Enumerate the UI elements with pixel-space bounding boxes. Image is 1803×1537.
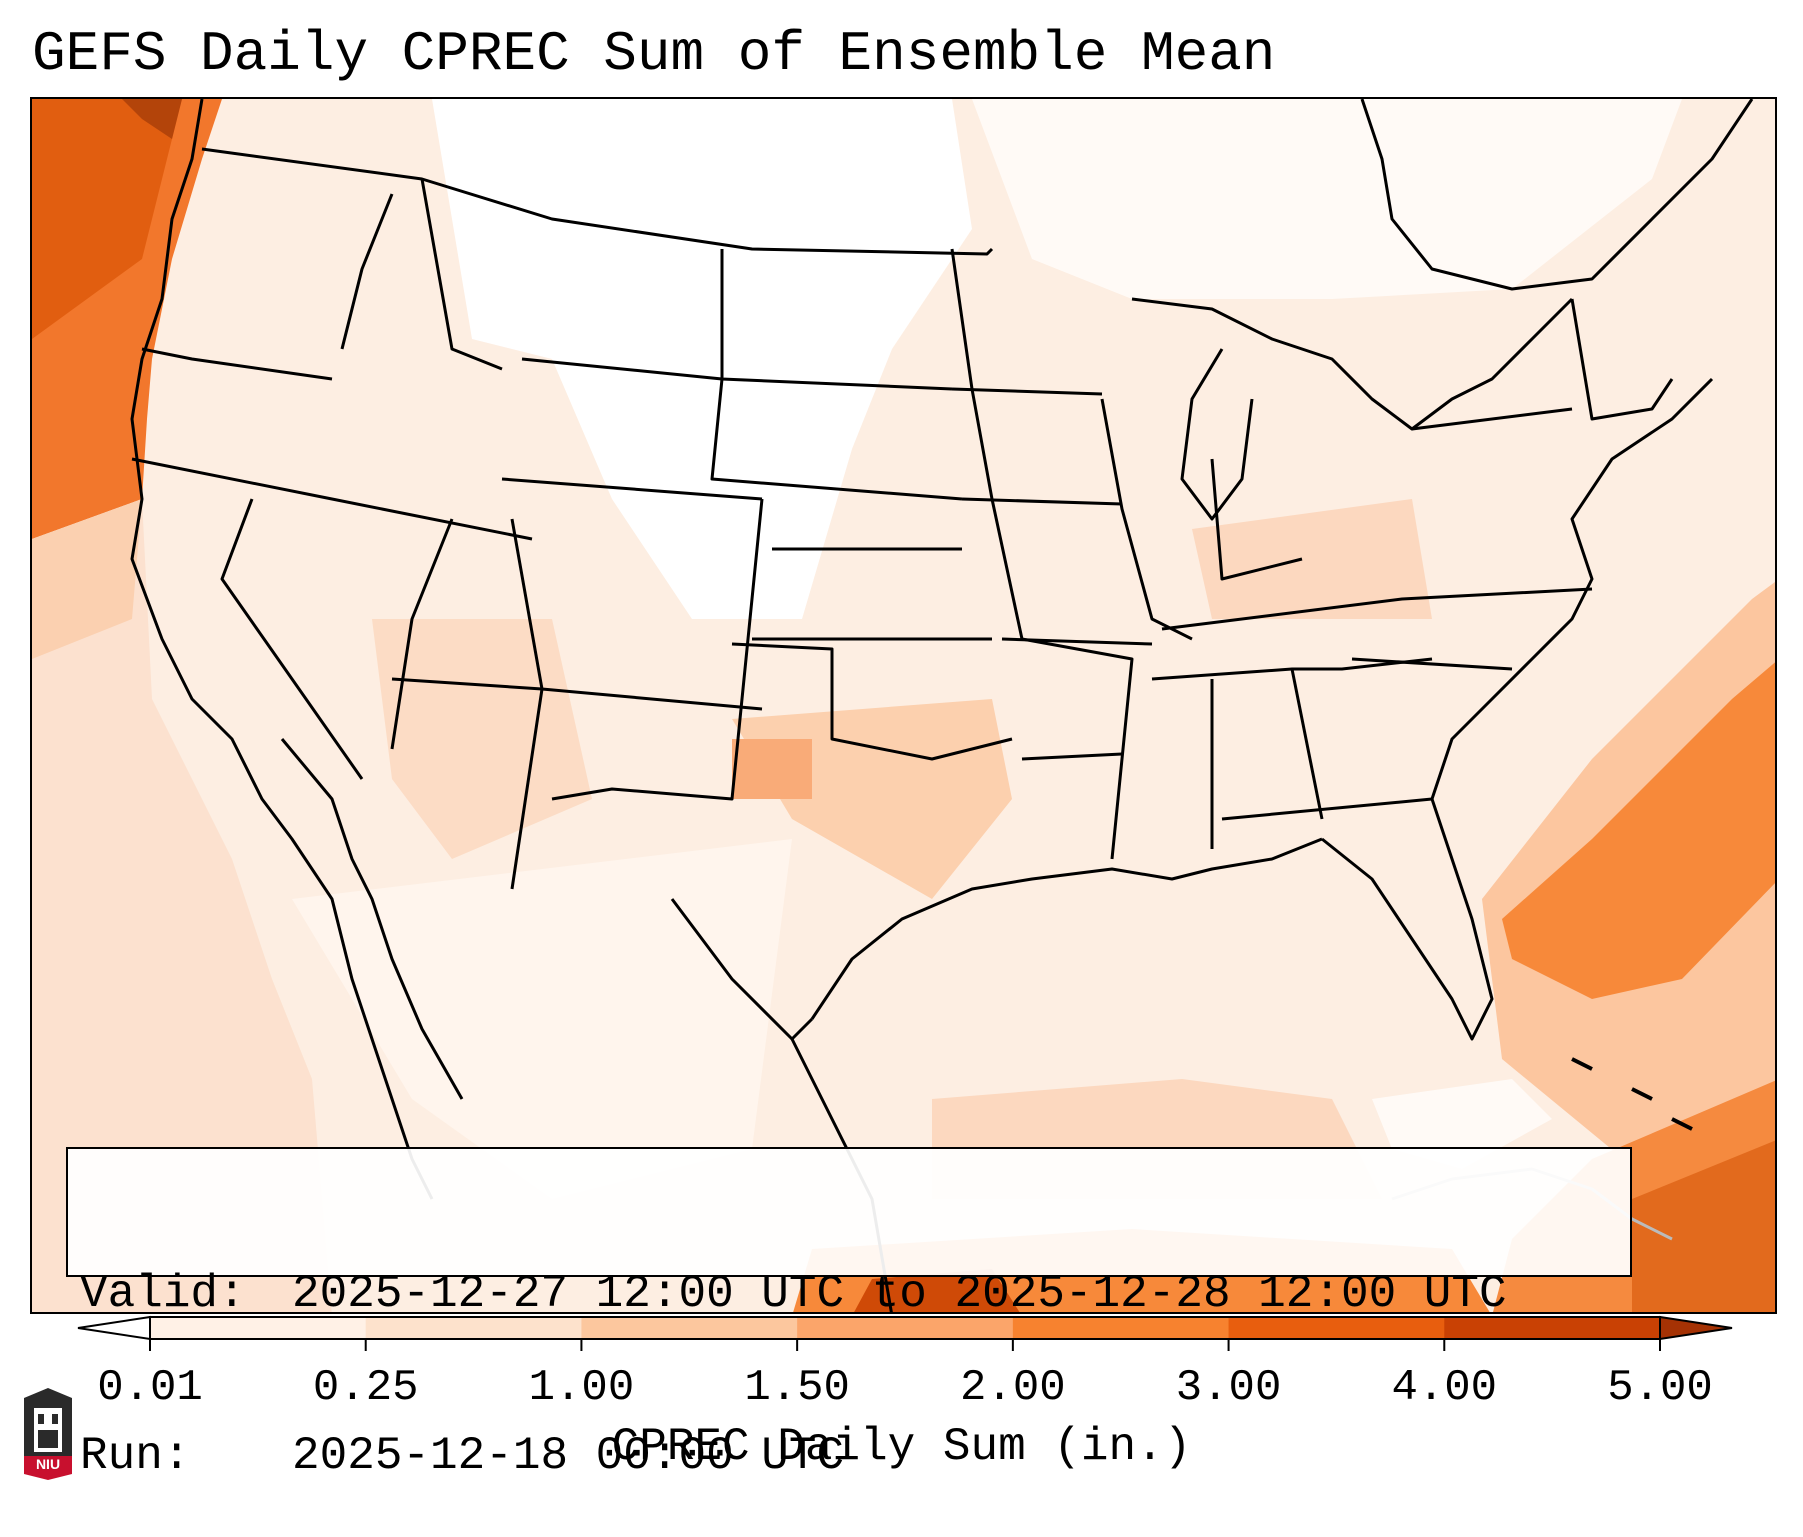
border-ar-la (1021, 752, 1123, 761)
border-nc-sc (1351, 657, 1513, 671)
precip-offshore-west (32, 499, 332, 1312)
precip-ohio-band (1192, 499, 1432, 619)
valid-run-info-box: Valid: 2025-12-27 12:00 UTC to 2025-12-28… (66, 1147, 1632, 1482)
valid-value: 2025-12-27 12:00 UTC to 2025-12-28 12:00… (292, 1268, 1507, 1320)
precip-pacific-nw-core (32, 99, 182, 339)
colorbar-extend-min (77, 1315, 151, 1341)
hudson-bay-edge (1360, 99, 1754, 291)
precip-field (32, 99, 1775, 1312)
border-pa-ny (1411, 407, 1573, 431)
colorbar-label: CPREC Daily Sum (in.) (611, 1421, 1192, 1473)
run-time-row: Run: 2025-12-18 00:00 UTC (80, 1429, 1618, 1483)
colorbar-segment (1012, 1317, 1230, 1339)
colorbar: 0.01 0.25 1.00 1.50 2.00 3.00 4.00 5.00 (77, 1315, 1733, 1413)
valid-time-row: Valid: 2025-12-27 12:00 UTC to 2025-12-28… (80, 1267, 1618, 1321)
colorbar-segment (581, 1317, 798, 1339)
border-ok-tx (731, 642, 1013, 761)
border-nv-ut (390, 518, 454, 750)
precip-caribbean-core (1632, 1140, 1775, 1312)
colorbar-outline (149, 1316, 1661, 1340)
logo-text: NIU (35, 1456, 61, 1472)
precip-gulf-core (854, 1269, 1020, 1312)
run-value: 2025-12-18 00:00 UTC (292, 1430, 845, 1482)
us-canada-border (201, 147, 994, 256)
colorbar-extend-max (1659, 1315, 1733, 1341)
colorbar-segment (1444, 1317, 1661, 1339)
precip-offshore-west-mid (32, 499, 142, 659)
texas-gulf-coast (670, 898, 814, 1041)
atlantic-coastline (1430, 377, 1714, 800)
precip-dry-canada (972, 99, 1682, 299)
map-title: GEFS Daily CPREC Sum of Ensemble Mean (32, 22, 1276, 86)
precip-map (32, 99, 1775, 1312)
colorbar-tick-label: 1.50 (744, 1363, 850, 1413)
border-new-england (1570, 298, 1674, 421)
border-ia-mo (961, 497, 1123, 506)
colorbar-segment (365, 1317, 582, 1339)
map-panel (30, 97, 1777, 1314)
florida-coastline (1321, 798, 1494, 1041)
border-wa-or (141, 347, 333, 381)
baja-coastline (280, 738, 464, 1100)
precip-cuba-white (1372, 1079, 1552, 1169)
state-borders (131, 147, 1674, 890)
colorbar-tick-label: 0.25 (313, 1363, 419, 1413)
precip-pacific-dark (122, 99, 182, 139)
colorbar-segment (150, 1317, 367, 1339)
border-mt-wy (521, 357, 723, 381)
border-ky-tn (1161, 587, 1593, 631)
border-wy-co (501, 477, 763, 501)
colorbar-tick-label: 2.00 (960, 1363, 1066, 1413)
colorbar-tick-label: 1.00 (529, 1363, 635, 1413)
precip-atlantic-heavy (1502, 662, 1775, 999)
colorbar-segments (77, 1315, 1733, 1341)
precip-mexico-pale (292, 839, 792, 1199)
colorbar-tick-label: 3.00 (1176, 1363, 1282, 1413)
colorbar-segment (797, 1317, 1014, 1339)
border-co-nm (510, 518, 544, 690)
lake-michigan (1180, 348, 1254, 521)
border-id-mt (420, 178, 503, 371)
precip-texas-spot (732, 739, 812, 799)
colorbar-ticks: 0.01 0.25 1.00 1.50 2.00 3.00 4.00 5.00 (97, 1339, 1713, 1413)
border-tn-ms-al (1151, 657, 1433, 681)
border-sd-ne (710, 378, 963, 501)
border-ca-nv (220, 498, 364, 780)
university-tower-icon (24, 1388, 72, 1480)
precip-southwest (372, 619, 592, 859)
colorbar-tick-label: 4.00 (1391, 1363, 1497, 1413)
border-or-nv-ca (131, 457, 533, 541)
niu-logo: NIU (20, 1388, 76, 1480)
border-nm-tx (551, 498, 764, 801)
gulf-coastline (810, 837, 1323, 1020)
border-mn-ia (951, 387, 1103, 396)
colorbar-tick-label: 0.01 (97, 1363, 203, 1413)
great-lakes (1131, 297, 1574, 431)
run-label: Run: (80, 1430, 191, 1482)
border-mississippi (950, 248, 1134, 860)
border-in-oh (1210, 458, 1303, 581)
border-ga-fl (1221, 797, 1433, 821)
colorbar-tick-label: 5.00 (1607, 1363, 1713, 1413)
valid-label: Valid: (80, 1268, 246, 1320)
pacific-coastline (130, 99, 434, 1200)
border-wa-id (340, 193, 394, 350)
bahamas-islands (1571, 1057, 1693, 1131)
border-al-ga (1290, 668, 1324, 820)
colorbar-segment (1228, 1317, 1445, 1339)
border-az-nm (510, 688, 544, 890)
